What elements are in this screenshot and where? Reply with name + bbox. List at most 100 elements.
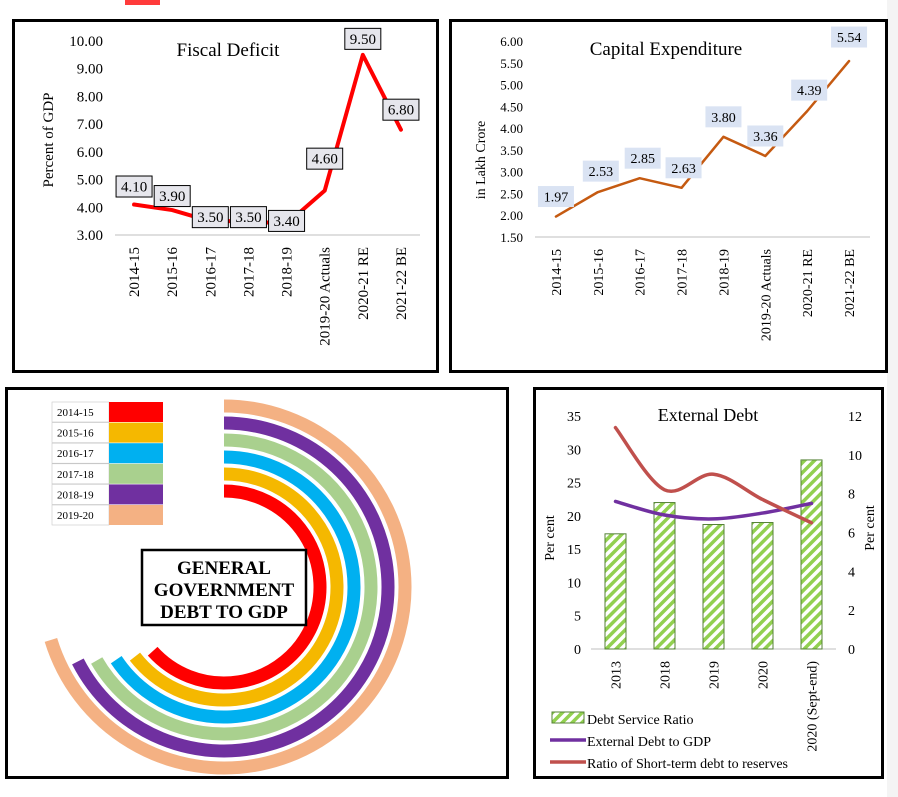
y-tick-label-left: 30 [567, 443, 581, 458]
y-tick-label: 6.00 [77, 145, 103, 161]
data-label-box [306, 147, 344, 170]
data-label-box [624, 147, 661, 169]
x-tick-label: 2020-21 RE [801, 249, 816, 317]
y-tick-label: 6.00 [500, 34, 523, 49]
y-tick-label-right: 12 [848, 410, 862, 425]
y-tick-label: 4.00 [500, 121, 523, 136]
arc-2016-17 [110, 450, 361, 724]
data-label-box [153, 185, 191, 208]
data-label-box [537, 186, 574, 208]
capital-expenditure-panel: Capital Expenditure in Lakh Crore 1.50 2.… [449, 19, 888, 373]
x-tick-label: 2017-18 [676, 249, 691, 296]
data-label: 2.53 [589, 165, 614, 180]
x-tick-label: 2016-17 [634, 249, 649, 296]
data-label-box [344, 27, 382, 50]
y-tick-label: 3.50 [500, 143, 523, 158]
x-tick-label: 2019 [708, 661, 723, 689]
x-tick-label: 2018-19 [280, 247, 296, 297]
x-tick-label: 2019-20 Actuals [318, 247, 334, 346]
x-tick-label: 2016-17 [203, 247, 219, 297]
legend-label: Debt Service Ratio [587, 713, 694, 728]
data-label: 3.36 [753, 130, 778, 145]
bar-debt-service-ratio [751, 522, 774, 650]
chart-title: Capital Expenditure [590, 39, 742, 60]
data-label-box [791, 79, 828, 101]
fiscal-deficit-panel: Fiscal Deficit Percent of GDP 3.00 4.00 5.… [12, 19, 439, 373]
data-label: 4.10 [121, 180, 147, 196]
legend-swatch-bar [551, 711, 585, 724]
bar-debt-service-ratio [800, 459, 823, 650]
data-label-box [382, 98, 420, 121]
arc-2019-20 [44, 399, 412, 775]
x-tick-label: 2021-22 BE [843, 249, 858, 317]
data-label-box [191, 206, 229, 229]
vertical-scrollbar[interactable] [887, 0, 898, 797]
x-tick-label: 2020 (Sept-end) [806, 661, 821, 752]
data-label: 2.85 [630, 152, 655, 167]
data-label-box [705, 106, 742, 128]
top-accent-bar [125, 0, 160, 5]
y-tick-label-right: 0 [848, 643, 855, 658]
legend-swatch [109, 402, 163, 422]
series-line-external-debt-to-gdp [613, 499, 814, 521]
legend-label: External Debt to GDP [587, 735, 711, 750]
y-tick-label: 3.00 [77, 228, 103, 244]
data-label: 3.80 [711, 111, 736, 126]
government-debt-radial-chart: 2014-15 2015-16 2016-17 2017-18 2018-19 2019-… [44, 399, 412, 775]
y-tick-label-right: 4 [848, 565, 855, 580]
x-tick-label: 2014-15 [127, 247, 143, 297]
legend-label: 2017-18 [57, 469, 94, 481]
data-label-box [665, 157, 702, 179]
legend: 2014-15 2015-16 2016-17 2017-18 2018-19 2019-… [51, 401, 163, 526]
y-axis-label: in Lakh Crore [474, 121, 489, 200]
y-tick-label: 10.00 [69, 34, 103, 50]
y-tick-label-right: 10 [848, 449, 862, 464]
data-label: 9.50 [350, 32, 376, 48]
x-tick-label: 2015-16 [592, 249, 607, 296]
chart-title: External Debt [658, 405, 758, 425]
title-box [140, 548, 308, 627]
legend-label: Ratio of Short-term debt to reserves [587, 757, 788, 772]
capital-expenditure-chart: Capital Expenditure in Lakh Crore 1.50 2.… [474, 26, 870, 341]
x-tick-label: 2018 [659, 661, 674, 689]
y-tick-label: 4.50 [500, 99, 523, 114]
external-debt-panel: External Debt Per cent Per cent 0 5 10 15 20… [533, 387, 884, 779]
data-label: 4.39 [797, 84, 822, 99]
series-line [554, 59, 851, 218]
x-tick-label: 2020-21 RE [356, 247, 372, 320]
x-tick-label: 2013 [610, 661, 625, 689]
arc-2017-18 [91, 433, 378, 741]
x-tick-label: 2015-16 [165, 247, 181, 297]
y-tick-label: 1.50 [500, 230, 523, 245]
y-tick-label: 4.00 [77, 200, 103, 216]
y-tick-label-left: 0 [574, 643, 581, 658]
title-line-3: DEBT TO GDP [160, 602, 288, 623]
legend-label: 2016-17 [57, 448, 94, 460]
x-tick-label: 2017-18 [241, 247, 257, 297]
data-label: 3.40 [273, 214, 299, 230]
y-tick-label: 5.00 [500, 78, 523, 93]
bar-debt-service-ratio [702, 524, 725, 650]
arc-2014-15 [147, 484, 327, 690]
title-line-1: GENERAL [177, 558, 271, 579]
y-axis-label: Percent of GDP [41, 93, 57, 188]
x-tick-label: 2019-20 Actuals [759, 249, 774, 341]
data-label: 6.80 [388, 103, 414, 119]
legend-label: 2019-20 [57, 510, 94, 522]
title-line-2: GOVERNMENT [154, 580, 295, 601]
y-tick-label-left: 25 [567, 477, 581, 492]
data-label-box [268, 209, 306, 232]
x-tick-label: 2021-22 BE [394, 247, 410, 320]
y-tick-label: 8.00 [77, 89, 103, 105]
x-tick-label: 2014-15 [550, 249, 565, 296]
series-line [132, 52, 403, 226]
bar-debt-service-ratio [653, 502, 676, 650]
y-tick-label: 2.50 [500, 186, 523, 201]
bar-debt-service-ratio [604, 533, 627, 650]
external-debt-chart: External Debt Per cent Per cent 05101520… [543, 405, 878, 772]
data-label: 5.54 [837, 31, 862, 46]
y-tick-label-left: 35 [567, 410, 581, 425]
y-tick-label-left: 20 [567, 510, 581, 525]
y-axis-label-left: Per cent [543, 515, 558, 561]
data-label-box [115, 175, 153, 198]
